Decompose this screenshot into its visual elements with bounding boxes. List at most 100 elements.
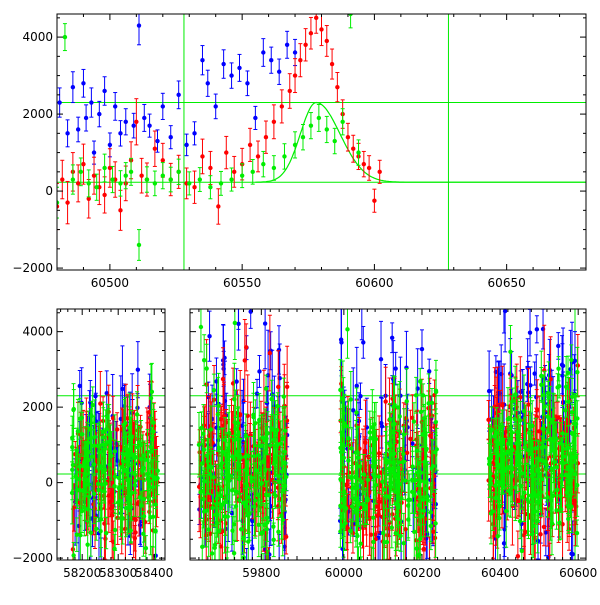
top-point-blue <box>132 123 136 127</box>
bottom-point-green <box>113 474 117 478</box>
bottom-point-green <box>89 530 93 534</box>
top-point-green <box>229 177 233 181</box>
bottom-point-blue <box>569 552 573 556</box>
top-point-red <box>76 181 80 185</box>
bottom-point-green <box>151 515 155 519</box>
bottom-point-red <box>574 504 578 508</box>
bottom-point-blue <box>120 387 124 391</box>
bottom-point-green <box>96 488 100 492</box>
bottom-point-red <box>71 547 75 551</box>
bottom-point-green <box>197 443 201 447</box>
bottom-point-blue <box>277 348 281 352</box>
top-point-green <box>325 127 329 131</box>
top-point-blue <box>161 104 165 108</box>
bottom-point-green <box>138 495 142 499</box>
bottom-point-blue <box>398 394 402 398</box>
bottom-point-blue <box>207 334 211 338</box>
bottom-point-green <box>148 479 152 483</box>
top-point-red <box>288 89 292 93</box>
top-point-blue <box>192 131 196 135</box>
bottom-point-blue <box>78 384 82 388</box>
bottom-point-red <box>383 399 387 403</box>
bottom-point-red <box>518 395 522 399</box>
top-point-red <box>153 147 157 151</box>
top-point-red <box>161 158 165 162</box>
top-point-red <box>372 199 376 203</box>
top-point-blue <box>214 104 218 108</box>
bottom-point-blue <box>390 336 394 340</box>
bottom-point-green <box>120 465 124 469</box>
top-point-blue <box>92 150 96 154</box>
bottom-point-red <box>221 377 225 381</box>
top-point-green <box>145 177 149 181</box>
bottom-point-green <box>78 488 82 492</box>
top-point-green <box>63 35 67 39</box>
top-point-red <box>293 73 297 77</box>
top-point-red <box>346 135 350 139</box>
top-point-red <box>60 177 64 181</box>
bottom-point-blue <box>265 401 269 405</box>
bottom-point-green <box>86 507 90 511</box>
top-point-red <box>309 31 313 35</box>
bottom-point-blue <box>535 327 539 331</box>
top-point-green <box>79 170 83 174</box>
top-point-green <box>161 173 165 177</box>
bottom-point-green <box>149 396 153 400</box>
top-point-green <box>282 154 286 158</box>
bottom-point-green <box>101 435 105 439</box>
bottom-point-red <box>377 451 381 455</box>
bottom-point-green <box>151 420 155 424</box>
top-point-blue <box>285 43 289 47</box>
top-point-green <box>219 181 223 185</box>
bottom-point-green <box>78 533 82 537</box>
bottom-point-red <box>516 554 520 558</box>
bottom-point-green <box>153 502 157 506</box>
top-point-blue <box>89 100 93 104</box>
top-ytick-label: 0 <box>45 184 53 198</box>
top-point-green <box>198 177 202 181</box>
top-point-red <box>134 120 138 124</box>
top-point-green <box>71 177 75 181</box>
bottom-point-green <box>76 429 80 433</box>
bottom-point-green <box>132 472 136 476</box>
bottom-point-green <box>80 416 84 420</box>
bottom-point-blue <box>379 421 383 425</box>
top-point-blue <box>118 131 122 135</box>
bottom-point-green <box>78 464 82 468</box>
bottom-point-red <box>244 345 248 349</box>
top-point-green <box>293 143 297 147</box>
bottom-point-red <box>422 547 426 551</box>
top-point-green <box>102 166 106 170</box>
top-point-blue <box>76 127 80 131</box>
top-point-blue <box>57 100 61 104</box>
bottom-point-green <box>113 528 117 532</box>
bottom-point-green <box>87 482 91 486</box>
top-point-red <box>256 154 260 158</box>
top-point-red <box>319 27 323 31</box>
bottom-point-green <box>85 542 89 546</box>
top-point-red <box>272 120 276 124</box>
bottom-point-red <box>344 483 348 487</box>
bottom-point-red <box>542 525 546 529</box>
bottom-point-green <box>273 494 277 498</box>
top-point-red <box>208 166 212 170</box>
bottom-point-green <box>127 498 131 502</box>
top-point-blue <box>169 135 173 139</box>
bottom-point-red <box>197 450 201 454</box>
bottom-point-blue <box>503 309 507 313</box>
bottom-point-blue <box>393 366 397 370</box>
bottom-point-green <box>123 421 127 425</box>
top-point-green <box>240 173 244 177</box>
bottom-point-red <box>134 518 138 522</box>
bottom-point-green <box>71 463 75 467</box>
bottom-point-green <box>135 412 139 416</box>
top-point-blue <box>176 93 180 97</box>
top-point-red <box>65 200 69 204</box>
bottom-point-red <box>433 536 437 540</box>
top-point-blue <box>71 85 75 89</box>
top-point-green <box>94 185 98 189</box>
top-point-blue <box>253 116 257 120</box>
top-point-blue <box>81 81 85 85</box>
